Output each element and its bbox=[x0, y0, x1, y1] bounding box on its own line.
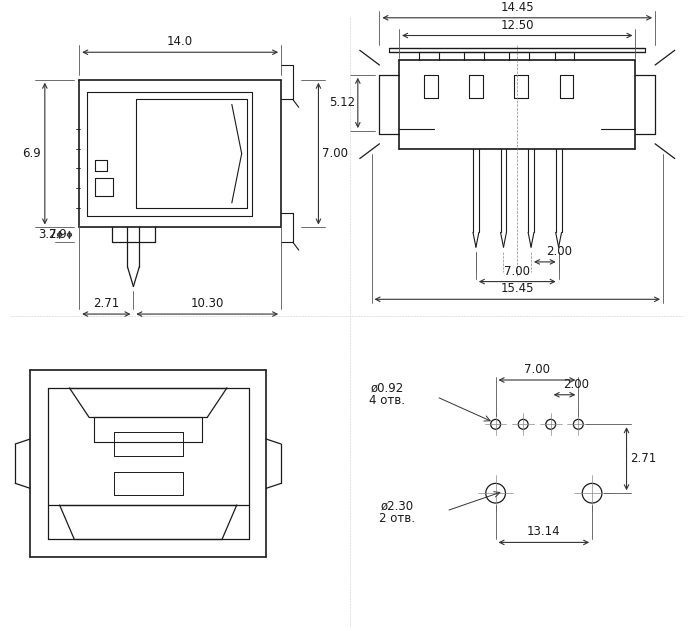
Text: 3.7: 3.7 bbox=[38, 228, 57, 241]
Text: 13.14: 13.14 bbox=[527, 526, 561, 538]
Text: 6.9: 6.9 bbox=[22, 147, 41, 160]
Text: 14.45: 14.45 bbox=[500, 1, 534, 14]
Text: 7.00: 7.00 bbox=[322, 147, 349, 160]
Text: 7.00: 7.00 bbox=[505, 264, 530, 278]
Text: ø2.30: ø2.30 bbox=[380, 500, 414, 513]
Text: 2 отв.: 2 отв. bbox=[379, 512, 415, 525]
Text: 5.12: 5.12 bbox=[328, 97, 355, 109]
Text: 2.00: 2.00 bbox=[563, 378, 589, 391]
Text: 2.9: 2.9 bbox=[48, 228, 67, 241]
Text: 2.71: 2.71 bbox=[94, 297, 119, 310]
Text: 4 отв.: 4 отв. bbox=[369, 394, 405, 406]
Text: ø0.92: ø0.92 bbox=[371, 382, 404, 395]
Text: 2.00: 2.00 bbox=[547, 245, 572, 258]
Text: 10.30: 10.30 bbox=[191, 297, 224, 310]
Text: 15.45: 15.45 bbox=[500, 282, 534, 295]
Text: 14.0: 14.0 bbox=[167, 35, 193, 49]
Text: 2.71: 2.71 bbox=[631, 452, 657, 465]
Text: 12.50: 12.50 bbox=[500, 18, 534, 32]
Text: 7.00: 7.00 bbox=[524, 363, 550, 376]
